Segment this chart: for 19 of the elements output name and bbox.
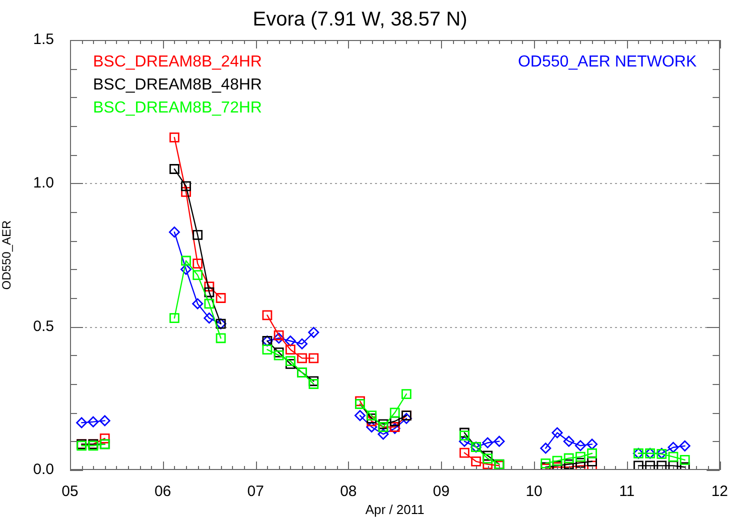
y-tick-label: 1.0 <box>33 174 54 192</box>
x-tick-label: 11 <box>619 483 635 500</box>
y-tick-label: 1.5 <box>33 31 54 48</box>
x-tick-label: 10 <box>526 483 542 500</box>
x-tick-label: 08 <box>340 483 357 500</box>
x-tick-label: 07 <box>247 483 264 500</box>
text: BSC_DREAM8B_72HR <box>93 99 262 116</box>
chart-title: Evora (7.91 W, 38.57 N) <box>252 8 468 31</box>
x-tick-label: 09 <box>432 483 450 500</box>
x-axis-title: Apr / 2011 <box>365 502 424 517</box>
text: BSC_DREAM8B_24HR <box>93 53 262 70</box>
x-tick-label: 06 <box>154 483 172 500</box>
x-tick-label: 12 <box>711 483 728 500</box>
text: BSC_DREAM8B_48HR <box>93 76 262 94</box>
y-axis-title: OD550_AER <box>0 220 14 290</box>
y-tick-label: 0.5 <box>33 318 54 335</box>
x-tick-label: 05 <box>62 483 78 500</box>
text: OD550_AER NETWORK <box>518 53 697 70</box>
y-tick-label: 0.0 <box>33 461 54 478</box>
